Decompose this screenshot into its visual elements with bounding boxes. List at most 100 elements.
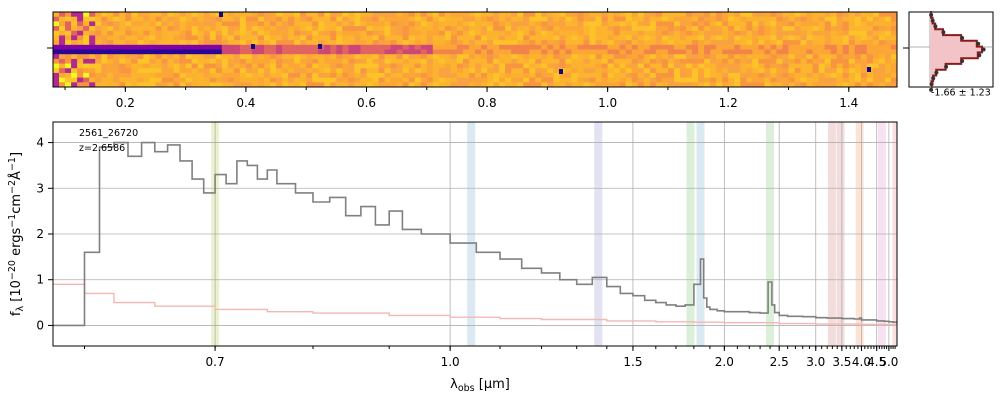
heatmap-cell <box>878 35 886 41</box>
heatmap-cell <box>456 35 464 41</box>
heatmap-cell <box>854 49 862 55</box>
heatmap-cell <box>746 44 753 50</box>
heatmap-cell <box>698 40 705 46</box>
heatmap-cell <box>830 21 838 27</box>
heatmap-cell <box>420 12 428 18</box>
heatmap-cell <box>396 72 404 79</box>
heatmap-cell <box>770 63 777 69</box>
heatmap-cell <box>770 68 777 74</box>
heatmap-cell <box>101 16 108 22</box>
heatmap-cell <box>450 68 458 74</box>
heatmap-cell <box>294 44 301 50</box>
heatmap-cell <box>794 49 801 55</box>
heatmap-cell <box>523 77 530 83</box>
heatmap-cell <box>758 54 765 60</box>
heatmap-cell <box>462 49 470 55</box>
heatmap-cell <box>601 63 609 69</box>
heatmap-cell <box>59 68 66 74</box>
heatmap-cell <box>113 63 120 69</box>
heatmap-cell <box>860 68 868 74</box>
heatmap-cell <box>294 35 301 41</box>
heatmap-cell <box>613 21 621 27</box>
heatmap-cell <box>149 35 156 41</box>
heatmap-cell <box>366 26 373 32</box>
heatmap-cell <box>475 49 482 55</box>
heatmap-cell <box>251 40 259 46</box>
heatmap-cell <box>372 21 379 27</box>
heatmap-cell <box>842 82 850 88</box>
heatmap-cell <box>523 58 530 64</box>
heatmap-cell <box>306 82 313 88</box>
y-tick-label: 0 <box>36 318 44 332</box>
heatmap-cell <box>655 63 663 69</box>
heatmap-cell <box>740 44 747 50</box>
heatmap-cell <box>553 58 560 64</box>
heatmap-cell <box>637 82 645 88</box>
heatmap-cell <box>692 40 699 46</box>
heatmap-cell <box>131 12 138 18</box>
heatmap-cell <box>673 49 681 55</box>
heatmap-cell <box>710 40 717 46</box>
heatmap-cell <box>426 49 434 55</box>
heatmap-cell <box>282 58 289 64</box>
heatmap-cell <box>119 58 126 64</box>
heatmap-cell <box>631 58 639 64</box>
heatmap-cell <box>161 54 168 60</box>
heatmap-cell <box>505 16 512 22</box>
heatmap-cell <box>432 77 440 83</box>
heatmap-cell <box>167 77 174 83</box>
heatmap-cell <box>475 30 482 36</box>
heatmap-cell <box>553 16 560 22</box>
flux-series-line <box>53 141 897 327</box>
heatmap-cell <box>764 12 771 18</box>
heatmap-cell <box>65 68 72 74</box>
heatmap-cell <box>101 44 108 50</box>
heatmap-cell <box>137 35 144 41</box>
heatmap-cell <box>155 44 162 50</box>
heatmap-cell <box>764 30 771 36</box>
heatmap-cell <box>800 12 807 18</box>
heatmap-cell <box>752 63 759 69</box>
heatmap-cell <box>408 40 416 46</box>
heatmap-cell <box>462 82 470 88</box>
heatmap-cell <box>794 68 801 74</box>
heatmap-cell <box>511 21 518 27</box>
heatmap-cell <box>728 21 735 27</box>
heatmap-cell <box>107 72 114 79</box>
heatmap-cell <box>179 77 187 83</box>
heatmap-cell <box>131 44 138 50</box>
heatmap-cell <box>830 58 838 64</box>
heatmap-cell <box>203 16 211 22</box>
heatmap-cell <box>679 30 687 36</box>
heatmap-cell <box>673 63 681 69</box>
heatmap-cell <box>233 54 241 60</box>
heatmap-cell <box>806 35 813 41</box>
heatmap-cell <box>324 44 331 50</box>
heatmap-cell <box>450 58 458 64</box>
heatmap-cell <box>613 49 621 55</box>
heatmap-cell <box>251 54 259 60</box>
heatmap-cell <box>782 44 789 50</box>
profile-point <box>960 36 965 40</box>
heatmap-cell <box>185 16 193 22</box>
heatmap-cell <box>107 12 114 18</box>
heatmap-cell <box>372 54 379 60</box>
heatmap-cell <box>571 21 578 27</box>
heatmap-cell <box>541 26 548 32</box>
heatmap-cell <box>264 63 271 69</box>
heatmap-cell <box>426 35 434 41</box>
heatmap-cell <box>342 49 349 55</box>
heatmap-cell <box>354 21 361 27</box>
heatmap-cell <box>239 21 247 27</box>
heatmap-cell <box>450 63 458 69</box>
heatmap-cell <box>233 44 241 50</box>
heatmap-cell <box>559 16 566 22</box>
heatmap-cell <box>282 40 289 46</box>
heatmap-cell <box>402 77 410 83</box>
heatmap-cell <box>794 12 801 18</box>
heatmap-cell <box>203 35 211 41</box>
heatmap-cell <box>535 30 542 36</box>
heatmap-cell <box>511 77 518 83</box>
heatmap-cell <box>752 35 759 41</box>
heatmap-cell <box>734 26 741 32</box>
